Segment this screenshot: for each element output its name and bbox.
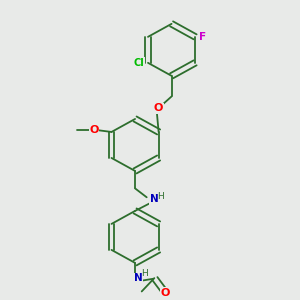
Text: Cl: Cl	[133, 58, 144, 68]
Text: N: N	[134, 273, 142, 283]
Text: H: H	[157, 191, 164, 200]
Text: H: H	[141, 269, 148, 278]
Text: N: N	[150, 194, 158, 205]
Text: F: F	[199, 32, 206, 42]
Text: O: O	[160, 288, 170, 298]
Text: O: O	[154, 103, 163, 113]
Text: O: O	[90, 125, 99, 135]
